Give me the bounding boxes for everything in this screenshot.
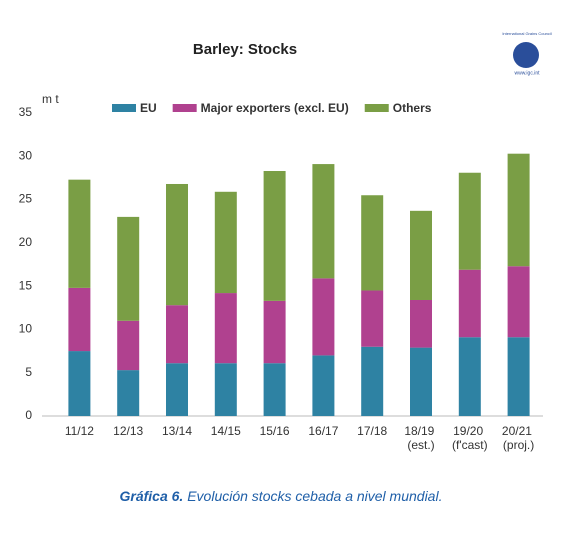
- bar-segment: [263, 363, 286, 416]
- bar-segment: [507, 153, 530, 267]
- bar-segment: [361, 346, 384, 416]
- y-axis-label: m t: [42, 92, 59, 106]
- y-tick-label: 25: [19, 192, 33, 206]
- chart-title: Barley: Stocks: [193, 41, 297, 58]
- legend-swatch: [112, 104, 136, 112]
- x-tick-line: (f'cast): [452, 438, 488, 452]
- y-tick-label: 35: [19, 105, 33, 119]
- bar-segment: [458, 337, 481, 416]
- caption-text: Evolución stocks cebada a nivel mundial.: [187, 488, 442, 504]
- logo-globe: [513, 42, 539, 68]
- x-tick-label: 12/13: [113, 424, 143, 438]
- bar-segment: [214, 363, 237, 416]
- bar-segment: [361, 290, 384, 347]
- bar-segment: [507, 266, 530, 338]
- legend-swatch: [172, 104, 197, 112]
- logo-name: International Grains Council: [502, 31, 551, 36]
- x-tick-label: 15/16: [260, 424, 290, 438]
- bar-segment: [458, 172, 481, 270]
- caption: Gráfica 6. Evolución stocks cebada a niv…: [120, 488, 443, 504]
- bar-segment: [410, 210, 432, 300]
- x-tick-line: 18/19: [404, 424, 437, 438]
- x-tick-label: 17/18: [357, 424, 387, 438]
- bar-segment: [312, 164, 335, 279]
- x-tick-label: 20/21 (proj.): [502, 424, 535, 452]
- x-tick-line: (proj.): [503, 438, 534, 452]
- x-tick-label: 16/17: [308, 424, 338, 438]
- bar-segment: [166, 363, 188, 416]
- legend-label: Major exporters (excl. EU): [201, 101, 349, 115]
- legend-swatch: [364, 104, 389, 112]
- bar-segment: [312, 355, 335, 416]
- bar-segment: [361, 195, 384, 291]
- bar-segment: [214, 293, 237, 364]
- bar-segment: [166, 305, 188, 364]
- x-tick-label: 19/20 (f'cast): [452, 424, 488, 452]
- bar-segment: [166, 183, 188, 306]
- bar-segment: [410, 299, 432, 348]
- logo-url: www.igc.int: [514, 70, 540, 76]
- x-tick-label: 14/15: [211, 424, 241, 438]
- bar-segment: [117, 370, 140, 416]
- x-tick-line: 19/20: [453, 424, 486, 438]
- bar-segment: [68, 351, 91, 416]
- y-tick-label: 20: [19, 235, 33, 249]
- legend-label: EU: [140, 101, 157, 115]
- logo: International Grains Council www.igc.int: [502, 31, 551, 76]
- bar-segment: [312, 278, 335, 356]
- bar-segment: [410, 347, 432, 416]
- y-tick-label: 10: [19, 322, 33, 336]
- x-tick-line: (est.): [407, 438, 434, 452]
- bar-segment: [68, 179, 91, 288]
- caption-label: Gráfica 6.: [120, 488, 184, 504]
- bar-segment: [214, 191, 237, 294]
- x-tick-line: 20/21: [502, 424, 535, 438]
- legend-label: Others: [393, 101, 432, 115]
- bar-segment: [458, 269, 481, 338]
- y-tick-label: 15: [19, 278, 33, 292]
- bar-segment: [117, 216, 140, 321]
- bar-segment: [263, 171, 286, 301]
- bar-segment: [263, 300, 286, 364]
- bar-segment: [117, 320, 140, 371]
- y-tick-label: 0: [25, 408, 32, 422]
- y-tick-label: 5: [25, 365, 32, 379]
- bar-segment: [507, 337, 530, 416]
- bar-segment: [68, 287, 91, 352]
- y-tick-label: 30: [19, 148, 33, 162]
- x-tick-label: 18/19 (est.): [404, 424, 437, 452]
- x-tick-label: 11/12: [65, 424, 94, 438]
- x-tick-label: 13/14: [162, 424, 192, 438]
